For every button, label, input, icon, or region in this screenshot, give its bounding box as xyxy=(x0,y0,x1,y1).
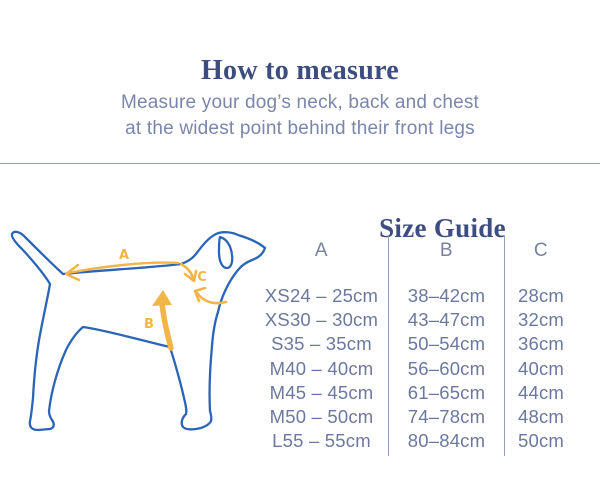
table-cell: 48cm xyxy=(517,405,565,427)
dog-body-outline xyxy=(10,230,267,432)
measurement-arrows xyxy=(64,261,228,351)
page-title: How to measure xyxy=(200,54,400,86)
table-cell: 44cm xyxy=(517,381,565,403)
label-b: B xyxy=(144,317,154,332)
measure-instructions-line1: Measure your dog’s neck, back and chest xyxy=(120,92,480,113)
arrow-b-head xyxy=(152,290,172,306)
dog-measurement-diagram: A B C xyxy=(10,230,267,432)
table-cell: 74–78cm xyxy=(407,405,486,427)
arrow-b-chest xyxy=(159,299,174,351)
label-a: A xyxy=(119,248,129,263)
table-cell: M40 – 40cm xyxy=(269,357,374,379)
column-a-neck: A XS24 – 25cm XS30 – 30cm S35 – 35cm M40… xyxy=(255,236,388,456)
measure-instructions-line2: at the widest point behind their front l… xyxy=(125,118,475,139)
table-cell: 50–54cm xyxy=(407,333,486,355)
measure-instructions: Measure your dog’s neck, back and chest … xyxy=(0,90,600,142)
table-cell: XS24 – 25cm xyxy=(264,285,379,306)
arrow-c-arc xyxy=(195,291,228,305)
column-a-header: A xyxy=(314,240,329,261)
size-guide-table: A XS24 – 25cm XS30 – 30cm S35 – 35cm M40… xyxy=(255,236,577,456)
arrow-a-head xyxy=(64,263,81,282)
table-cell: 38–42cm xyxy=(407,285,486,306)
arrow-c-hook xyxy=(179,262,195,281)
table-cell: XS30 – 30cm xyxy=(264,309,379,331)
dog-outline-illustration xyxy=(10,230,267,432)
table-cell: 36cm xyxy=(517,333,565,355)
table-cell: 56–60cm xyxy=(407,357,486,379)
table-cell: S35 – 35cm xyxy=(271,333,372,355)
table-cell: 61–65cm xyxy=(407,381,486,403)
table-cell: L55 – 55cm xyxy=(272,430,371,452)
size-guide-title: Size Guide xyxy=(379,213,506,244)
table-cell: M50 – 50cm xyxy=(269,405,374,427)
column-b-back: B 38–42cm 43–47cm 50–54cm 56–60cm 61–65c… xyxy=(388,236,505,456)
table-cell: 50cm xyxy=(517,430,565,452)
column-b-header: B xyxy=(439,240,454,261)
arrow-c-arc-head xyxy=(193,286,207,303)
arrow-c-hook-head xyxy=(183,269,198,283)
table-cell: M45 – 45cm xyxy=(269,381,374,403)
column-c-header: C xyxy=(533,240,549,261)
table-cell: 32cm xyxy=(517,309,565,331)
table-cell: 80–84cm xyxy=(407,430,486,452)
table-cell: 43–47cm xyxy=(407,309,486,331)
label-c: C xyxy=(197,270,207,285)
column-c-chest: C 28cm 32cm 36cm 40cm 44cm 48cm 50cm xyxy=(505,236,577,456)
table-cell: 40cm xyxy=(517,357,565,379)
horizontal-divider xyxy=(0,163,600,164)
arrow-a-back-length xyxy=(66,261,180,275)
table-cell: 28cm xyxy=(517,285,565,306)
dog-ear-outline xyxy=(217,235,234,270)
